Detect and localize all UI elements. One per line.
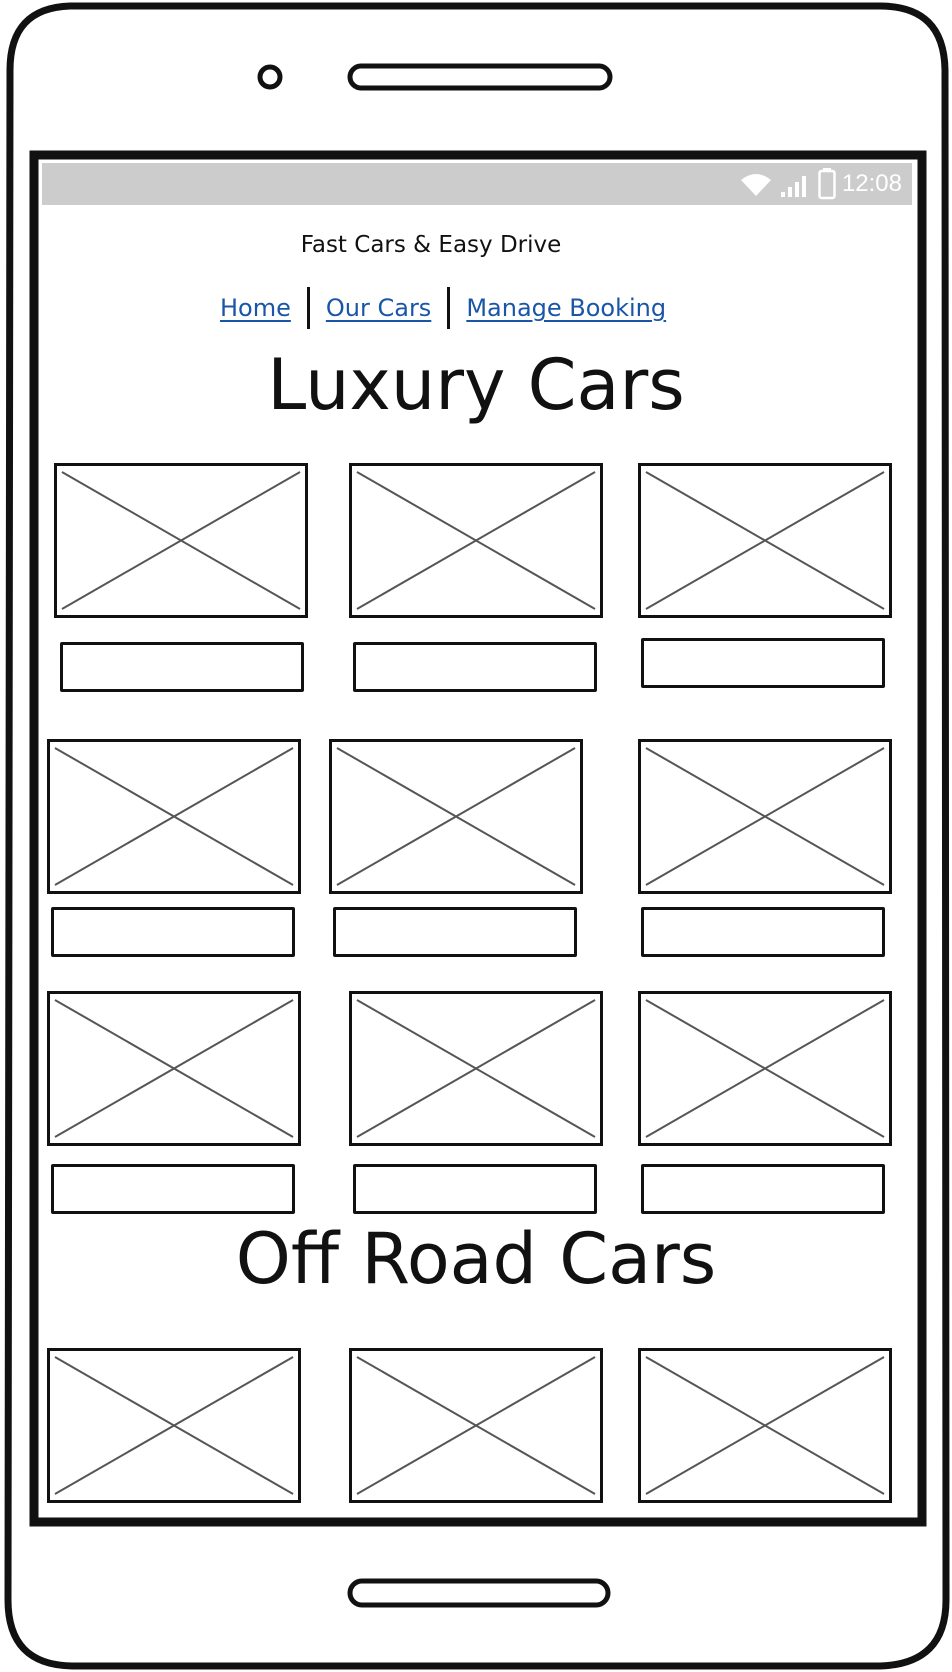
car-label-box[interactable] — [353, 1164, 597, 1214]
car-label-box[interactable] — [641, 638, 885, 688]
nav-home-link[interactable]: Home — [220, 294, 291, 322]
signal-icon — [780, 170, 812, 198]
section-heading-off-road-cars: Off Road Cars — [235, 1218, 717, 1300]
car-image-placeholder[interactable] — [638, 1348, 892, 1503]
nav-divider — [447, 287, 451, 329]
car-image-placeholder[interactable] — [349, 991, 603, 1146]
car-image-placeholder[interactable] — [47, 739, 301, 894]
car-image-placeholder[interactable] — [638, 739, 892, 894]
car-image-placeholder[interactable] — [329, 739, 583, 894]
section-heading-luxury-cars: Luxury Cars — [267, 344, 685, 426]
car-image-placeholder[interactable] — [638, 991, 892, 1146]
car-image-placeholder[interactable] — [54, 463, 308, 618]
car-label-box[interactable] — [333, 907, 577, 957]
nav-divider — [306, 287, 310, 329]
status-time: 12:08 — [841, 170, 902, 197]
status-bar: 12:08 — [42, 163, 912, 205]
car-image-placeholder[interactable] — [47, 991, 301, 1146]
nav-our-cars-link[interactable]: Our Cars — [325, 294, 432, 322]
nav-manage-booking-link[interactable]: Manage Booking — [466, 294, 667, 322]
car-image-placeholder[interactable] — [349, 463, 603, 618]
wifi-icon — [738, 170, 774, 198]
car-label-box[interactable] — [641, 1164, 885, 1214]
car-image-placeholder[interactable] — [47, 1348, 301, 1503]
car-label-box[interactable] — [60, 642, 304, 692]
car-image-placeholder[interactable] — [349, 1348, 603, 1503]
main-nav: Home Our Cars Manage Booking — [220, 287, 666, 329]
car-label-box[interactable] — [51, 1164, 295, 1214]
car-label-box[interactable] — [51, 907, 295, 957]
car-label-box[interactable] — [353, 642, 597, 692]
battery-icon — [818, 168, 836, 200]
car-label-box[interactable] — [641, 907, 885, 957]
car-image-placeholder[interactable] — [638, 463, 892, 618]
app-title: Fast Cars & Easy Drive — [300, 232, 562, 258]
